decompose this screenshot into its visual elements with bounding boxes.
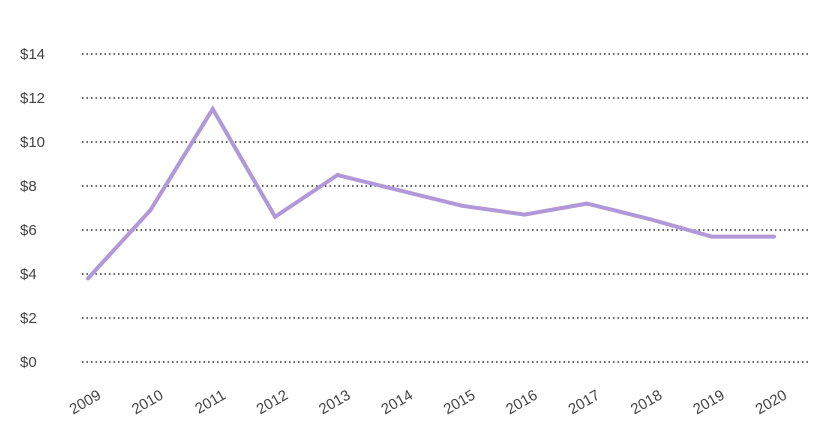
y-tick-label: $12 xyxy=(20,90,45,107)
x-tick-label: 2013 xyxy=(316,387,353,418)
gridlines xyxy=(82,53,808,363)
data-point xyxy=(86,276,90,281)
x-tick-label: 2010 xyxy=(129,387,166,418)
y-tick-label: $6 xyxy=(20,222,37,239)
x-tick-label: 2009 xyxy=(67,387,104,418)
y-tick-label: $0 xyxy=(20,354,37,371)
y-tick-label: $10 xyxy=(20,134,45,151)
data-point xyxy=(148,208,153,213)
y-tick-label: $14 xyxy=(20,46,45,63)
series-line-0 xyxy=(86,105,774,280)
x-tick-label: 2012 xyxy=(254,387,291,418)
data-point xyxy=(335,173,340,177)
y-tick-label: $8 xyxy=(20,178,37,195)
x-axis-tick-labels: 2009 2010 2011 2012 2013 2014 2015 2016 2017 2018… xyxy=(67,387,790,418)
y-tick-label: $4 xyxy=(20,266,37,283)
x-tick-label: 2020 xyxy=(753,387,790,418)
data-point xyxy=(772,234,776,239)
data-point xyxy=(647,217,652,221)
x-tick-label: 2015 xyxy=(441,387,478,418)
data-point xyxy=(522,212,527,217)
data-point xyxy=(460,203,465,208)
data-point xyxy=(397,188,402,193)
data-point xyxy=(709,234,714,239)
y-tick-label: $2 xyxy=(20,310,37,327)
x-tick-label: 2018 xyxy=(628,387,665,418)
data-point xyxy=(273,214,278,219)
x-tick-label: 2014 xyxy=(378,387,415,418)
data-point xyxy=(584,201,589,206)
x-tick-label: 2016 xyxy=(503,387,540,418)
x-tick-label: 2019 xyxy=(690,387,727,418)
series-layer xyxy=(86,105,776,281)
data-point xyxy=(210,107,215,111)
y-axis-tick-labels: $0 $2 $4 $6 $8 $10 $12 $14 xyxy=(20,46,45,371)
x-tick-label: 2011 xyxy=(192,387,228,418)
x-tick-label: 2017 xyxy=(566,387,603,418)
